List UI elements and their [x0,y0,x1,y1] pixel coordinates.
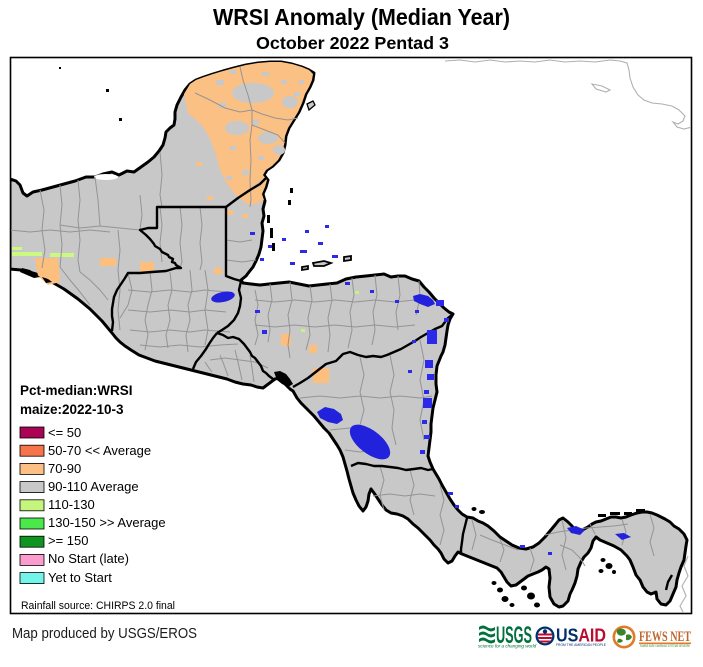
svg-text:110-130: 110-130 [48,497,95,512]
svg-text:FROM THE AMERICAN PEOPLE: FROM THE AMERICAN PEOPLE [556,643,606,647]
svg-text:Rainfall source: CHIRPS 2.0 fi: Rainfall source: CHIRPS 2.0 final [21,600,175,612]
svg-text:October 2022 Pentad 3: October 2022 Pentad 3 [256,33,449,53]
svg-text:Map produced by USGS/EROS: Map produced by USGS/EROS [12,625,197,642]
svg-text:No Start (late): No Start (late) [48,551,129,566]
svg-text:50-70 << Average: 50-70 << Average [48,443,151,458]
svg-text:FAMINE EARLY WARNING SYSTEMS N: FAMINE EARLY WARNING SYSTEMS NETWORK [640,644,690,648]
svg-text:science for a changing world: science for a changing world [478,644,537,649]
svg-text:WRSI Anomaly (Median Year): WRSI Anomaly (Median Year) [213,4,510,30]
svg-text:130-150 >> Average: 130-150 >> Average [48,515,166,530]
svg-text:USGS: USGS [496,622,532,649]
svg-text:USAID: USAID [556,626,606,646]
svg-text:70-90: 70-90 [48,461,81,476]
svg-text:Pct-median:WRSI: Pct-median:WRSI [20,383,133,398]
svg-text:90-110 Average: 90-110 Average [48,479,139,494]
svg-text:FEWS NET: FEWS NET [639,629,691,645]
svg-text:<= 50: <= 50 [48,425,81,440]
svg-text:>= 150: >= 150 [48,533,89,548]
svg-text:maize:2022-10-3: maize:2022-10-3 [20,402,124,417]
svg-text:Yet to Start: Yet to Start [48,570,112,585]
